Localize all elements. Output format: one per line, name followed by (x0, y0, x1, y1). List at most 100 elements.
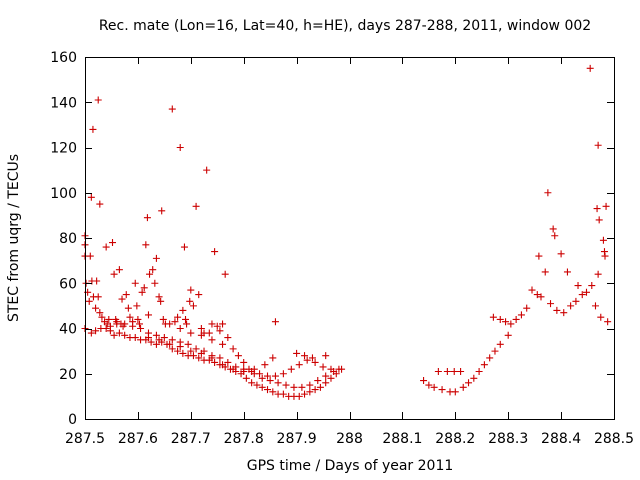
data-point (560, 309, 568, 317)
data-point (279, 370, 287, 378)
data-point (269, 354, 277, 362)
data-point (87, 329, 95, 337)
data-point (229, 345, 237, 353)
data-point (535, 252, 543, 260)
data-point (480, 361, 488, 369)
data-point (443, 367, 451, 375)
x-axis-label: GPS time / Days of year 2011 (247, 458, 454, 474)
data-point (184, 340, 192, 348)
data-point (146, 270, 154, 278)
y-tick-label: 20 (59, 367, 77, 383)
data-point (182, 315, 190, 323)
data-point (264, 386, 272, 394)
data-point (242, 374, 250, 382)
data-point (322, 379, 330, 387)
data-point (121, 331, 129, 339)
data-point (86, 252, 94, 260)
data-point (544, 189, 552, 197)
data-point (142, 241, 150, 249)
data-point (143, 214, 151, 222)
data-point (102, 243, 110, 251)
data-point (311, 386, 319, 394)
data-point (551, 232, 559, 240)
data-point (197, 331, 205, 339)
x-tick-label: 288.4 (541, 431, 581, 447)
data-point (197, 325, 205, 332)
y-tick-label: 160 (50, 50, 77, 66)
y-axis-label: STEC from uqrg / TECUs (6, 154, 22, 322)
data-point (224, 358, 232, 366)
data-point (174, 313, 182, 321)
data-point (240, 367, 248, 375)
data-point (308, 354, 316, 362)
x-tick-label: 287.9 (277, 431, 317, 447)
data-point (135, 320, 143, 328)
data-point (248, 379, 256, 387)
data-point (582, 288, 590, 296)
x-tick-label: 288.5 (594, 431, 634, 447)
data-point (179, 349, 187, 357)
data-point (553, 306, 561, 314)
data-point (137, 325, 145, 332)
data-point (203, 166, 211, 174)
data-point (604, 318, 612, 326)
data-point (176, 144, 184, 151)
data-point (152, 254, 160, 262)
data-point (430, 383, 438, 391)
data-point (274, 379, 282, 387)
data-point (322, 372, 330, 380)
data-point (213, 322, 221, 330)
data-point (319, 363, 327, 371)
data-point (171, 318, 179, 326)
data-point (208, 336, 216, 344)
data-point (282, 381, 290, 389)
data-point (126, 313, 134, 321)
data-point (144, 334, 152, 342)
data-point (271, 372, 279, 380)
data-point (330, 367, 338, 375)
data-point (121, 320, 129, 328)
data-point (92, 327, 100, 335)
data-point (425, 381, 433, 389)
data-point (87, 193, 95, 201)
data-point (134, 315, 142, 323)
data-point (293, 349, 301, 357)
data-point (502, 318, 510, 326)
data-point (290, 383, 298, 391)
data-point (187, 286, 195, 294)
data-point (327, 374, 335, 382)
data-point (459, 383, 467, 391)
data-point (152, 340, 160, 348)
data-point (311, 358, 319, 366)
data-point (306, 388, 314, 396)
data-point (335, 365, 343, 373)
data-point (594, 141, 602, 149)
data-point (578, 291, 586, 299)
data-point (563, 268, 571, 276)
data-point (261, 361, 269, 369)
axis-ticks: 287.5 287.6 287.7 287.8 287.9 288 288.1 288.2 28… (50, 50, 634, 447)
data-point (189, 352, 197, 360)
data-point (176, 343, 184, 351)
data-point (211, 248, 219, 256)
y-tick-label: 40 (59, 322, 77, 338)
data-point (219, 320, 227, 328)
data-point (316, 383, 324, 391)
data-point (221, 270, 229, 278)
data-point (115, 329, 123, 337)
data-point (258, 383, 266, 391)
data-point (547, 300, 555, 308)
data-point (205, 329, 213, 337)
data-point (557, 250, 565, 258)
data-point (298, 383, 306, 391)
data-point (131, 334, 139, 342)
data-point (133, 302, 141, 310)
data-point (94, 96, 102, 104)
data-point (567, 302, 575, 310)
x-tick-label: 287.5 (65, 431, 105, 447)
data-point (192, 345, 200, 353)
y-tick-label: 120 (50, 141, 77, 157)
data-point (131, 279, 139, 287)
data-point (591, 302, 599, 310)
data-point (166, 340, 174, 348)
